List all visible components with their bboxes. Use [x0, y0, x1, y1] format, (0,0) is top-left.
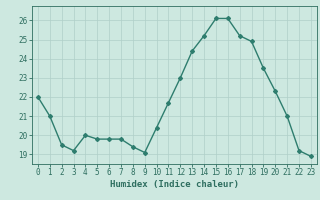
X-axis label: Humidex (Indice chaleur): Humidex (Indice chaleur)	[110, 180, 239, 189]
